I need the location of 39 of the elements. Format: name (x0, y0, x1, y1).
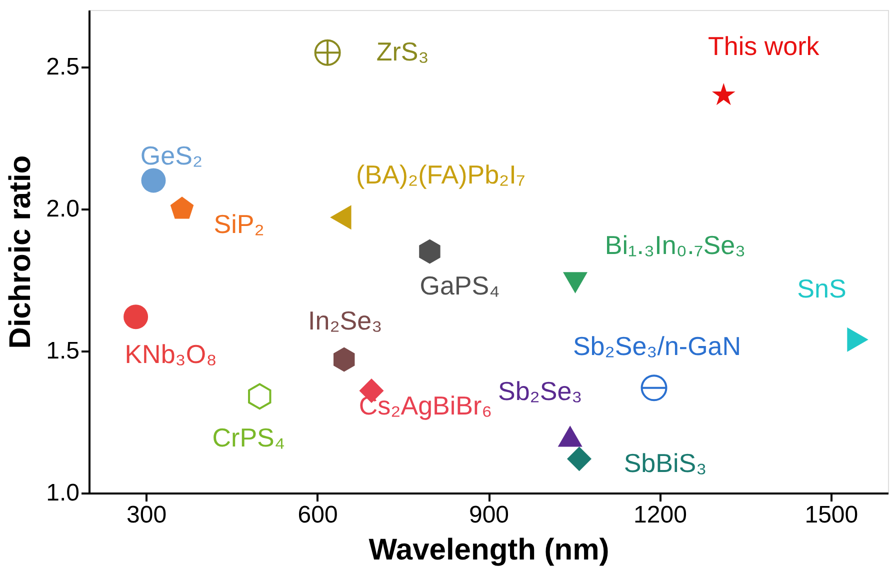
point (847, 327, 868, 352)
x-tick-label: 300 (126, 502, 167, 528)
x-tick-label: 900 (468, 502, 510, 528)
point (170, 196, 194, 219)
point (712, 82, 736, 106)
series-label: Bi₁.₃In₀.₇Se₃ (604, 230, 746, 260)
legend-label: ZrS₃ (376, 36, 429, 67)
x-tick-label: 1200 (634, 502, 687, 528)
y-axis-title: Dichroic ratio (4, 155, 38, 349)
point (566, 446, 592, 472)
point (558, 426, 582, 447)
point (124, 304, 148, 330)
series-label: GeS₂ (140, 140, 203, 170)
point (640, 374, 668, 402)
y-tick-label: 1.0 (46, 480, 80, 506)
series-label: This work (708, 31, 820, 62)
point (141, 168, 166, 193)
series-label: SnS (797, 274, 846, 304)
series-label: CrPS₄ (212, 422, 286, 452)
point (248, 383, 272, 410)
x-tick-label: 1500 (804, 502, 858, 528)
point (563, 272, 588, 294)
series-label: Cs₂AgBiBr₆ (358, 390, 492, 421)
point (419, 239, 440, 264)
series-label: In₂Se₃ (308, 305, 382, 336)
series-label: SiP₂ (214, 208, 264, 239)
series-label: KNb₃O₈ (124, 338, 217, 369)
point (330, 205, 352, 230)
y-tick-label: 2.0 (46, 195, 80, 222)
series-label: SbBiS₃ (624, 448, 707, 478)
point (334, 347, 355, 372)
series-label: Sb₂Se₃ (498, 376, 582, 406)
series-label: (BA)₂(FA)Pb₂I₇ (356, 159, 526, 190)
series-label: GaPS₄ (420, 270, 500, 300)
x-tick-label: 600 (298, 502, 338, 528)
series-label: Sb₂Se₃/n-GaN (572, 330, 742, 361)
y-tick-label: 2.5 (46, 53, 80, 80)
y-tick-label: 1.5 (46, 337, 80, 364)
x-axis-title: Wavelength (nm) (368, 534, 610, 566)
